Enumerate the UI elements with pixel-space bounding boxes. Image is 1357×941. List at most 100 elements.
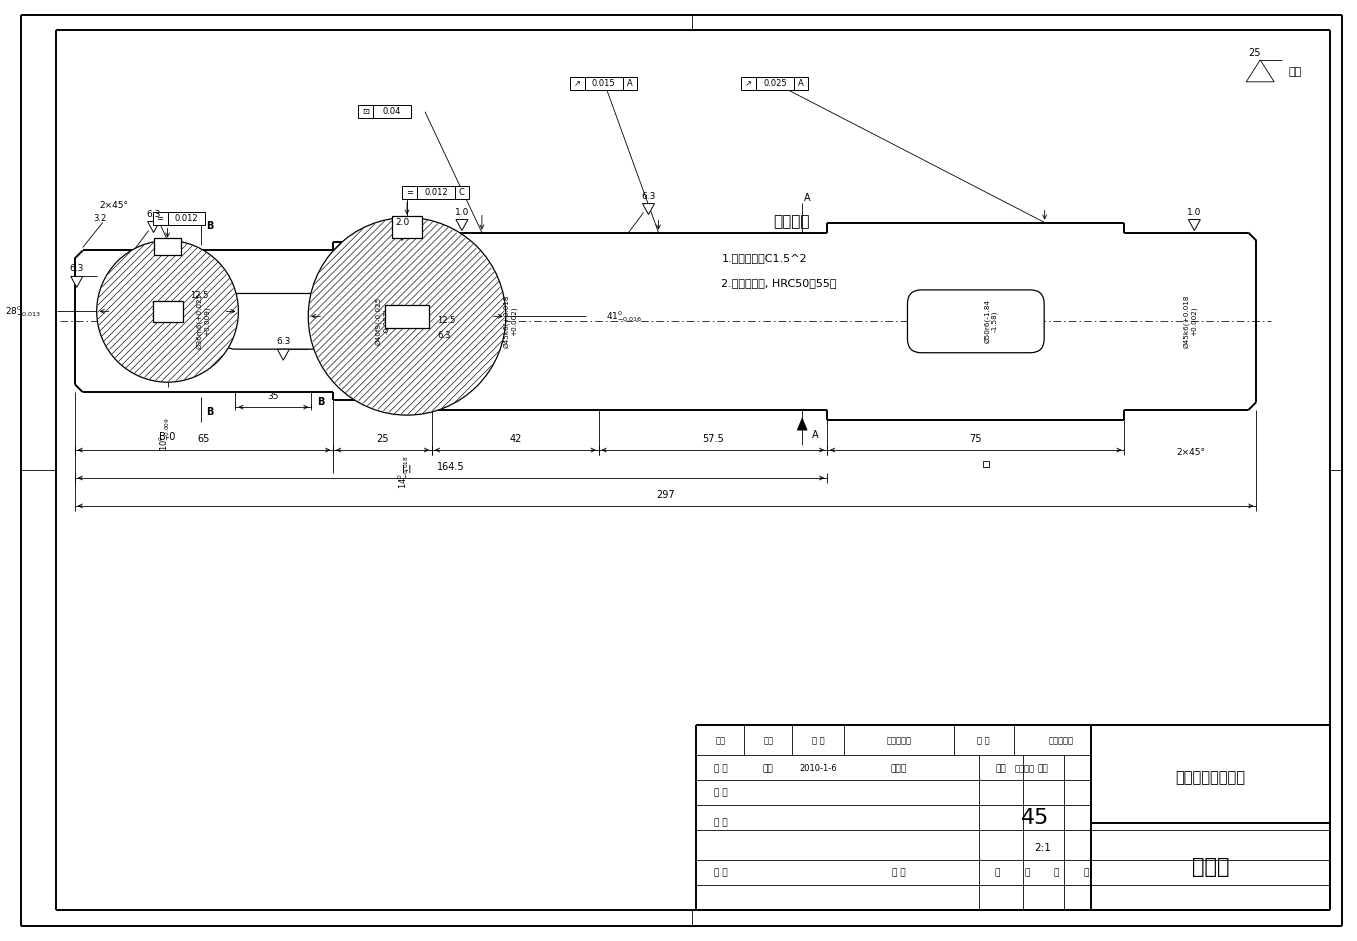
- Text: 涡轮轴: 涡轮轴: [1191, 857, 1229, 877]
- Text: 6.3: 6.3: [275, 337, 290, 346]
- Polygon shape: [1189, 219, 1201, 231]
- Bar: [358, 105, 373, 119]
- Text: 工 艺: 工 艺: [714, 819, 727, 828]
- Text: 更改文件号: 更改文件号: [886, 736, 912, 745]
- Text: 25: 25: [376, 434, 389, 444]
- Bar: [417, 186, 455, 199]
- Text: A: A: [803, 193, 810, 202]
- Polygon shape: [148, 221, 160, 232]
- Bar: [385, 305, 429, 327]
- Text: 6.3: 6.3: [437, 331, 451, 341]
- Text: 0.012: 0.012: [425, 188, 448, 197]
- Text: 设 计: 设 计: [714, 764, 727, 773]
- Text: 辽宁工程技术大学: 辽宁工程技术大学: [1175, 770, 1246, 785]
- Text: 1.未注倒角为C1.5^2: 1.未注倒角为C1.5^2: [722, 253, 807, 263]
- Text: 比例: 比例: [1038, 764, 1049, 773]
- Bar: [152, 212, 167, 225]
- Text: =: =: [156, 214, 164, 223]
- Polygon shape: [642, 203, 654, 215]
- Text: Ø40f9(-0.025
-0.087): Ø40f9(-0.025 -0.087): [375, 297, 389, 345]
- Text: 28$^{0}_{-0.013}$: 28$^{0}_{-0.013}$: [5, 304, 42, 319]
- Text: 标准化: 标准化: [892, 764, 906, 773]
- Polygon shape: [71, 277, 83, 287]
- Text: Ø45k6(+0.018
+0.002): Ø45k6(+0.018 +0.002): [502, 295, 517, 348]
- Text: 14$^{0}_{-0.018}$: 14$^{0}_{-0.018}$: [396, 455, 411, 489]
- Bar: [402, 186, 417, 199]
- Text: 12.5: 12.5: [437, 316, 456, 326]
- Text: 标记: 标记: [715, 736, 726, 745]
- Text: 其余: 其余: [1288, 67, 1301, 77]
- Polygon shape: [396, 230, 408, 241]
- Bar: [155, 238, 180, 255]
- Text: 164.5: 164.5: [437, 462, 464, 472]
- Text: 3.2: 3.2: [94, 214, 106, 223]
- Text: 重量: 重量: [996, 764, 1006, 773]
- Text: ↗: ↗: [574, 79, 581, 88]
- Text: B: B: [206, 220, 213, 231]
- Text: 35: 35: [267, 392, 280, 401]
- Text: 41$^{0}_{-0.016}$: 41$^{0}_{-0.016}$: [605, 309, 642, 324]
- Text: C: C: [459, 188, 465, 197]
- Text: B-0: B-0: [159, 432, 176, 442]
- Circle shape: [96, 241, 239, 382]
- Text: 彭泽: 彭泽: [763, 764, 773, 773]
- Text: ⊡: ⊡: [362, 107, 369, 117]
- Text: 2.经调质处理, HRC50～55。: 2.经调质处理, HRC50～55。: [722, 279, 837, 288]
- Text: 6.3: 6.3: [642, 192, 655, 200]
- Text: 25: 25: [1248, 48, 1261, 58]
- Bar: [741, 77, 756, 90]
- Text: A: A: [798, 79, 805, 88]
- Text: 张: 张: [1025, 869, 1030, 878]
- Text: 57.5: 57.5: [702, 434, 723, 444]
- Text: Ø36m6(+0.025
+0.009): Ø36m6(+0.025 +0.009): [197, 294, 210, 349]
- Text: 批 准: 批 准: [892, 869, 905, 878]
- Text: 0.015: 0.015: [592, 79, 616, 88]
- Text: 签 名: 签 名: [977, 736, 991, 745]
- Text: 297: 297: [657, 490, 674, 500]
- Text: 0.04: 0.04: [383, 107, 402, 117]
- Text: Ø50r6(-1.84
-1.58): Ø50r6(-1.84 -1.58): [984, 299, 997, 343]
- Text: 2×45°: 2×45°: [99, 201, 129, 210]
- Text: 技术要求: 技术要求: [773, 214, 810, 229]
- Text: A: A: [627, 79, 632, 88]
- Bar: [585, 77, 623, 90]
- Text: Ø45k6(+0.018
+0.002): Ø45k6(+0.018 +0.002): [1183, 295, 1197, 348]
- Text: 75: 75: [969, 434, 982, 444]
- Bar: [455, 186, 470, 199]
- Bar: [392, 215, 422, 238]
- Text: 10$^{0}_{-0.009}$: 10$^{0}_{-0.009}$: [157, 417, 172, 451]
- Text: 1.0: 1.0: [455, 208, 470, 216]
- Text: 工 艺: 工 艺: [714, 869, 727, 878]
- Polygon shape: [456, 219, 468, 231]
- FancyBboxPatch shape: [223, 294, 323, 349]
- Bar: [152, 301, 183, 322]
- Text: 6.3: 6.3: [147, 210, 160, 218]
- Bar: [982, 461, 989, 467]
- Polygon shape: [1246, 60, 1274, 82]
- Text: 2:1: 2:1: [1035, 843, 1052, 853]
- Text: 12.5: 12.5: [190, 292, 209, 300]
- Polygon shape: [277, 349, 289, 360]
- Text: 0.025: 0.025: [764, 79, 787, 88]
- FancyBboxPatch shape: [908, 290, 1044, 353]
- Text: B: B: [318, 397, 324, 407]
- Text: 分 区: 分 区: [811, 736, 825, 745]
- Bar: [623, 77, 636, 90]
- Text: 2.0: 2.0: [395, 217, 410, 227]
- Text: 6.3: 6.3: [69, 264, 84, 274]
- Text: 42: 42: [509, 434, 521, 444]
- Text: 0.012: 0.012: [175, 214, 198, 223]
- Polygon shape: [797, 418, 807, 430]
- Bar: [570, 77, 585, 90]
- Text: 处数: 处数: [763, 736, 773, 745]
- Text: A: A: [813, 430, 818, 440]
- Text: 共: 共: [995, 869, 1000, 878]
- Circle shape: [308, 217, 506, 415]
- Text: 2×45°: 2×45°: [1177, 448, 1205, 456]
- Text: 45: 45: [1020, 808, 1049, 828]
- Bar: [373, 105, 411, 119]
- Bar: [167, 212, 205, 225]
- Text: =: =: [406, 188, 413, 197]
- Text: 审 核: 审 核: [714, 789, 727, 798]
- Bar: [756, 77, 794, 90]
